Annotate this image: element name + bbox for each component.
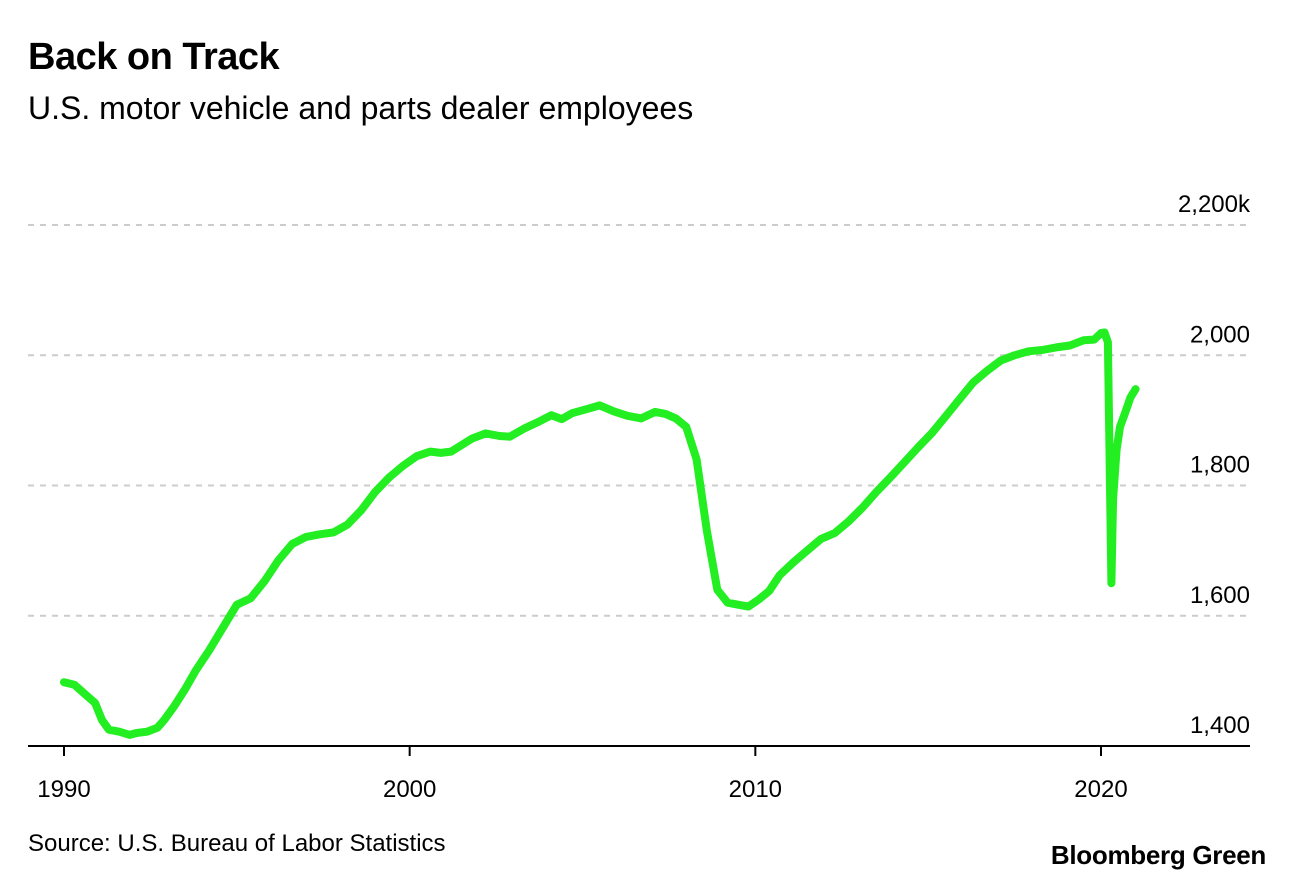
y-tick-label: 1,400 [1190, 712, 1250, 739]
x-tick-labels: 1990 2000 2010 2020 [37, 746, 1128, 803]
y-tick-label: 1,600 [1190, 582, 1250, 609]
series-line-0 [60, 328, 1140, 739]
y-tick-label: 2,200k [1178, 191, 1251, 218]
x-tick-label: 2020 [1074, 776, 1127, 803]
y-tick-labels: 1,400 1,600 1,800 2,000 2,200k [1178, 191, 1251, 739]
x-tick-label: 2000 [383, 776, 436, 803]
y-tick-label: 1,800 [1190, 452, 1250, 479]
chart-subtitle: U.S. motor vehicle and parts dealer empl… [28, 90, 694, 126]
x-tick-label: 1990 [37, 776, 90, 803]
chart-title: Back on Track [28, 36, 280, 78]
source-note: Source: U.S. Bureau of Labor Statistics [28, 830, 446, 857]
series-lines [60, 328, 1140, 739]
y-tick-label: 2,000 [1190, 321, 1250, 348]
x-tick-label: 2010 [729, 776, 782, 803]
brand-logo: Bloomberg Green [1050, 840, 1266, 870]
